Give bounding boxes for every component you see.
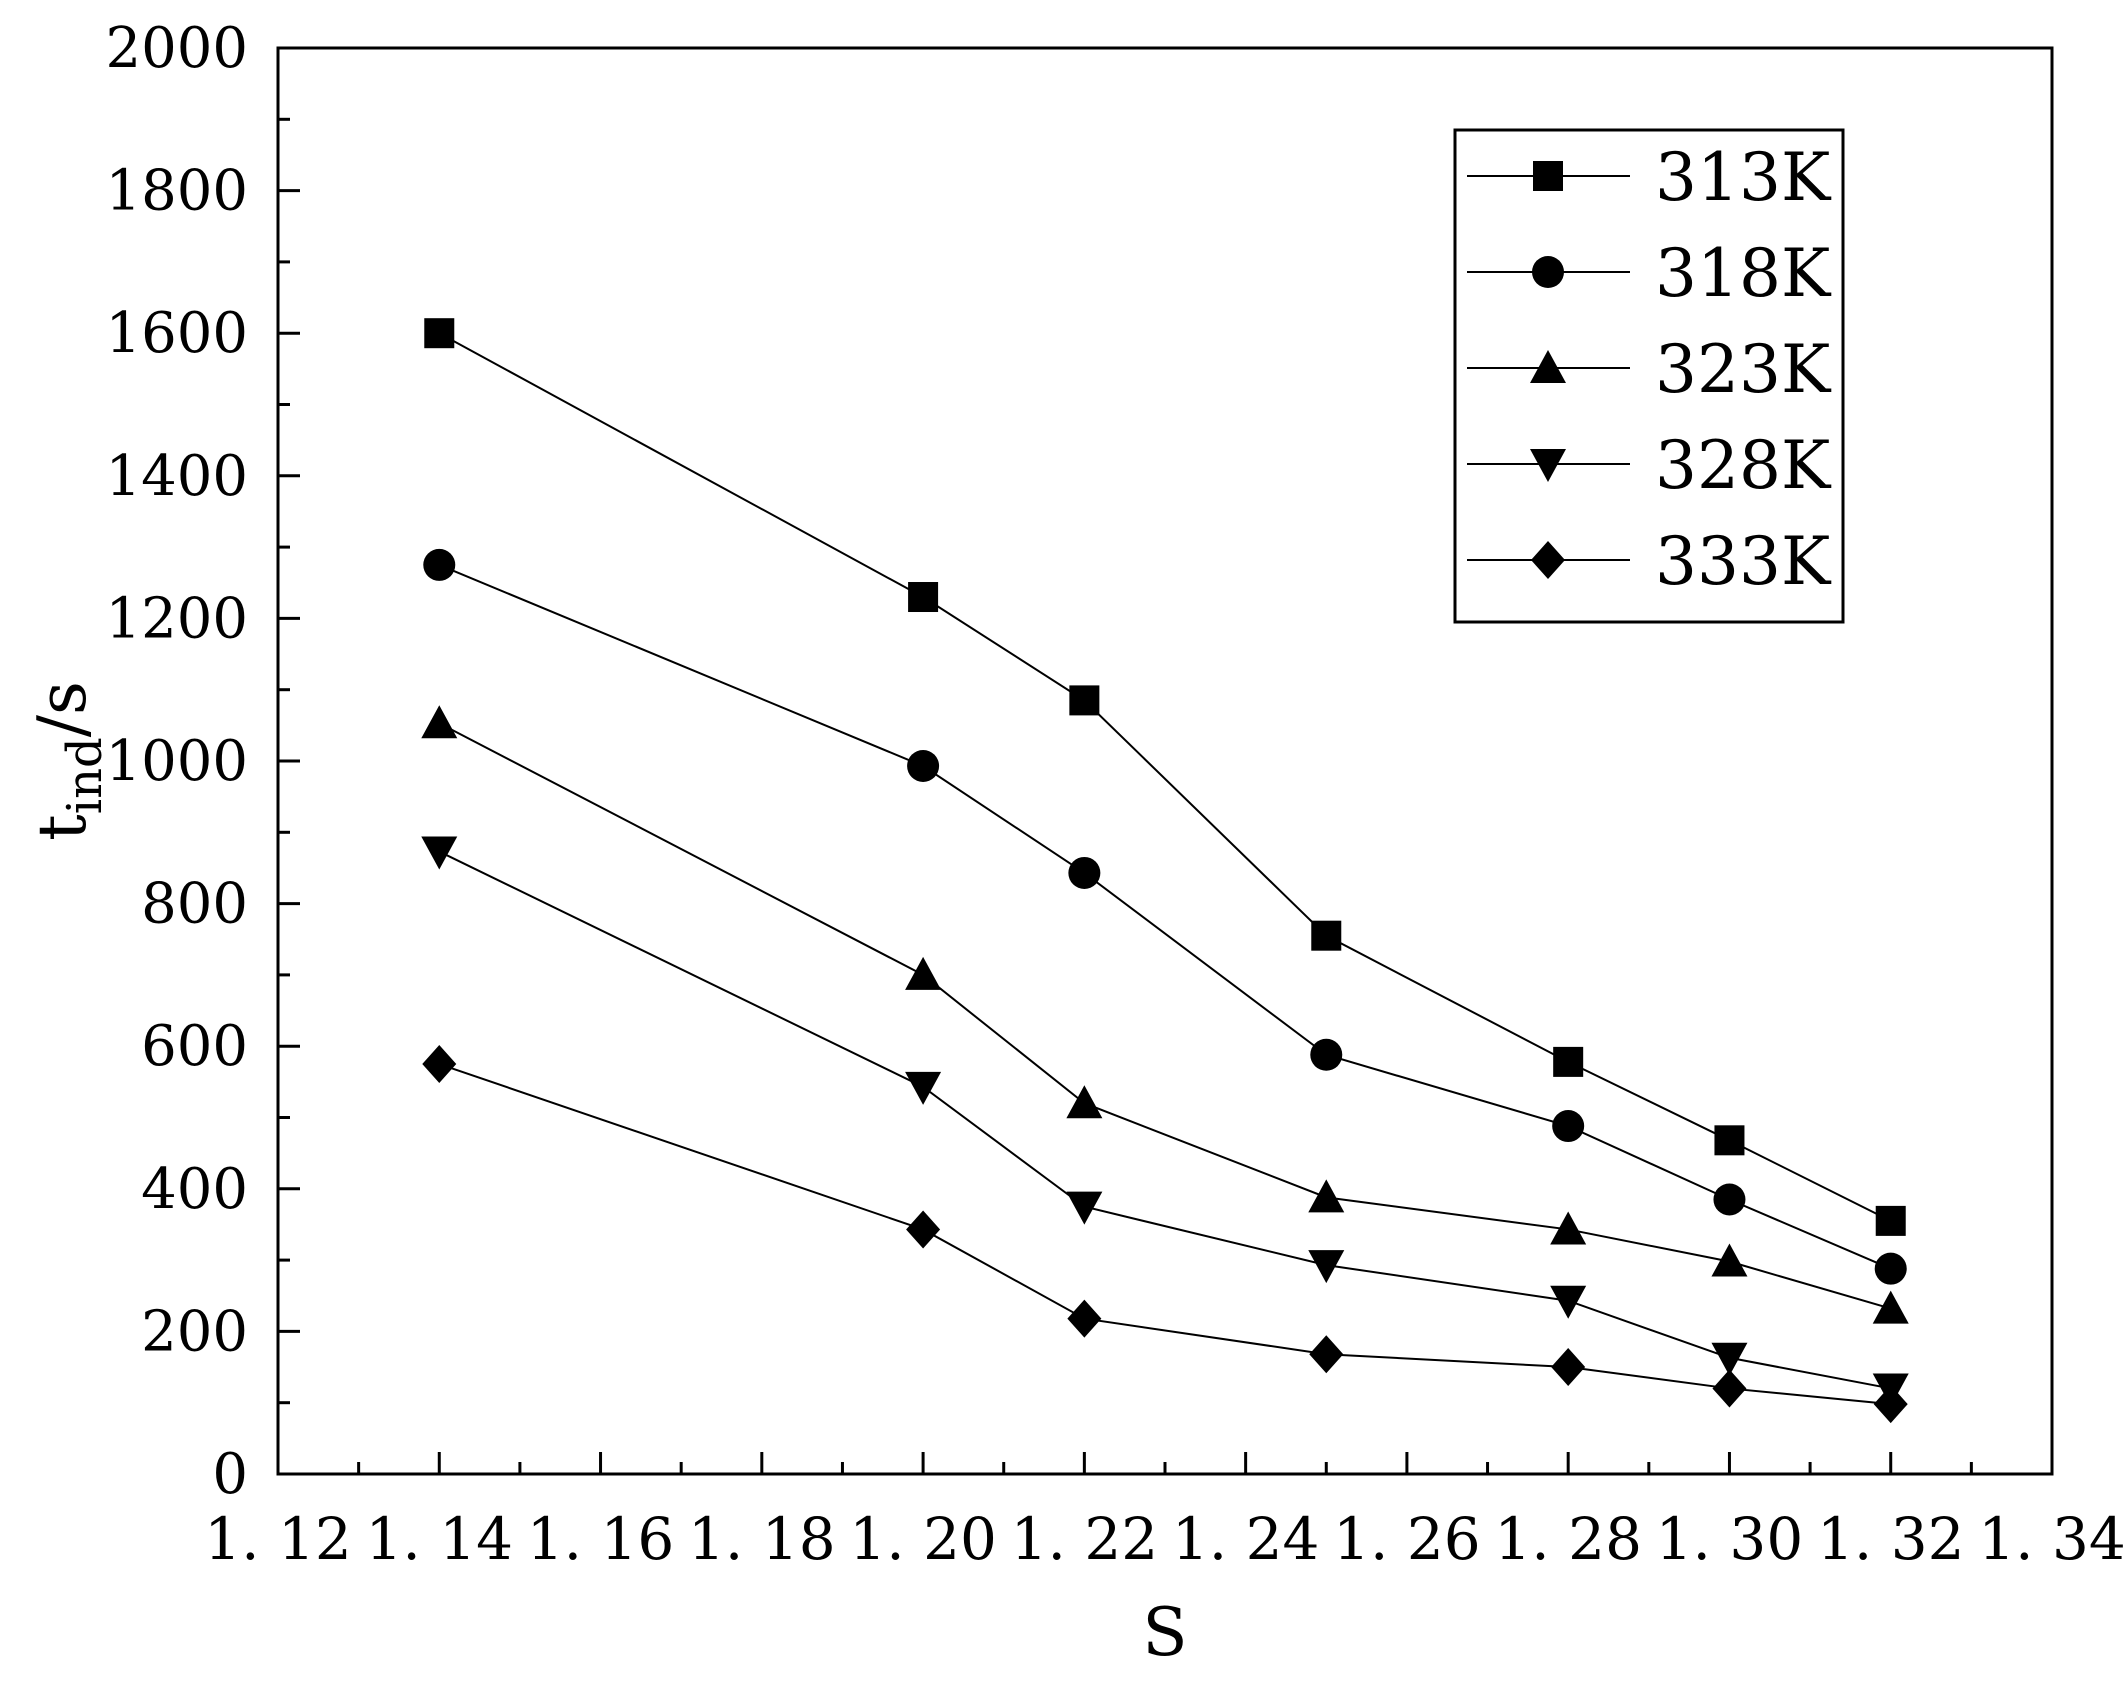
data-point-333K bbox=[1873, 1385, 1908, 1424]
data-point-323K bbox=[421, 705, 458, 739]
data-point-333K bbox=[1067, 1299, 1102, 1338]
legend-item-333K: 333K bbox=[1467, 523, 1832, 600]
legend-label: 313K bbox=[1655, 139, 1832, 216]
series-328K bbox=[421, 836, 1909, 1407]
data-point-323K bbox=[1872, 1290, 1909, 1324]
data-point-318K bbox=[1068, 856, 1101, 889]
data-point-328K bbox=[1711, 1342, 1748, 1376]
data-point-318K bbox=[907, 749, 940, 782]
y-tick-label: 1800 bbox=[105, 159, 248, 224]
data-point-323K bbox=[1308, 1179, 1345, 1213]
x-tick-label: 1. 26 bbox=[1333, 1505, 1481, 1573]
data-point-318K bbox=[1874, 1252, 1907, 1285]
legend-item-313K: 313K bbox=[1467, 139, 1832, 216]
y-tick-label: 0 bbox=[212, 1442, 248, 1507]
y-tick-label: 600 bbox=[141, 1014, 248, 1079]
y-axis-label-suffix: /s bbox=[24, 681, 101, 737]
series-323K bbox=[421, 705, 1909, 1324]
legend-item-318K: 318K bbox=[1467, 235, 1832, 312]
data-point-328K bbox=[1550, 1285, 1587, 1319]
series-333K bbox=[422, 1045, 1908, 1424]
legend-marker bbox=[1530, 350, 1566, 383]
data-point-333K bbox=[1309, 1335, 1344, 1374]
legend-marker bbox=[1533, 161, 1563, 191]
x-tick-label: 1. 34 bbox=[1978, 1505, 2124, 1573]
data-point-313K bbox=[1553, 1046, 1584, 1077]
data-point-333K bbox=[1712, 1369, 1747, 1408]
legend-marker bbox=[1532, 256, 1564, 288]
data-point-328K bbox=[905, 1071, 942, 1105]
data-point-318K bbox=[1552, 1110, 1585, 1143]
data-point-323K bbox=[1066, 1085, 1103, 1119]
axes: 1. 12 1. 14 1. 16 1. 18 1. 20 1. 22 1. 24 1. 26… bbox=[24, 16, 2124, 1671]
legend-item-323K: 323K bbox=[1467, 331, 1832, 408]
data-point-333K bbox=[1551, 1348, 1586, 1387]
data-point-333K bbox=[422, 1045, 457, 1084]
series-318K bbox=[423, 548, 1907, 1285]
y-axis-label: tind/s bbox=[24, 681, 113, 841]
series-line-318K bbox=[438, 564, 1892, 1270]
series-line-333K bbox=[438, 1063, 1891, 1406]
x-tick-label: 1. 14 bbox=[365, 1505, 513, 1573]
legend-label: 323K bbox=[1655, 331, 1832, 408]
data-point-328K bbox=[1308, 1250, 1345, 1284]
data-point-328K bbox=[1066, 1191, 1103, 1225]
data-point-318K bbox=[1713, 1183, 1746, 1216]
x-tick-label: 1. 28 bbox=[1494, 1505, 1642, 1573]
data-point-313K bbox=[424, 318, 455, 349]
data-point-323K bbox=[1550, 1211, 1587, 1245]
legend: 313K 318K 323K 328K 333K bbox=[1453, 128, 1845, 624]
y-tick-label: 400 bbox=[141, 1157, 248, 1222]
data-point-313K bbox=[1311, 920, 1342, 951]
legend-label: 328K bbox=[1655, 427, 1832, 504]
data-point-333K bbox=[906, 1210, 941, 1249]
x-tick-label: 1. 30 bbox=[1656, 1505, 1804, 1573]
y-tick-label: 1200 bbox=[105, 586, 248, 651]
y-tick-label: 2000 bbox=[105, 16, 248, 81]
data-point-313K bbox=[908, 582, 939, 613]
y-tick-label: 1400 bbox=[105, 444, 248, 509]
y-tick-label: 1000 bbox=[105, 729, 248, 794]
data-point-313K bbox=[1875, 1205, 1906, 1236]
series-group bbox=[421, 318, 1909, 1424]
legend-label: 333K bbox=[1655, 523, 1832, 600]
y-axis-label-subscript: ind bbox=[57, 737, 113, 814]
legend-label: 318K bbox=[1655, 235, 1832, 312]
legend-marker bbox=[1531, 541, 1565, 579]
x-tick-label: 1. 16 bbox=[527, 1505, 675, 1573]
data-point-323K bbox=[905, 956, 942, 990]
x-tick-label: 1. 20 bbox=[849, 1505, 997, 1573]
data-point-313K bbox=[1069, 685, 1100, 716]
data-point-313K bbox=[1714, 1125, 1745, 1156]
data-point-328K bbox=[421, 836, 458, 870]
x-tick-label: 1. 32 bbox=[1817, 1505, 1965, 1573]
x-axis-label: S bbox=[1142, 1594, 1187, 1671]
y-tick-label: 1600 bbox=[105, 301, 248, 366]
series-line-328K bbox=[438, 850, 1891, 1390]
data-point-318K bbox=[423, 548, 456, 581]
series-313K bbox=[424, 318, 1906, 1236]
x-tick-label: 1. 18 bbox=[688, 1505, 836, 1573]
x-tick-label: 1. 22 bbox=[1011, 1505, 1159, 1573]
legend-marker bbox=[1530, 449, 1566, 482]
legend-box bbox=[1453, 128, 1845, 624]
data-point-318K bbox=[1310, 1038, 1343, 1071]
y-axis-label-main: t bbox=[24, 814, 101, 841]
data-point-323K bbox=[1711, 1243, 1748, 1277]
legend-item-328K: 328K bbox=[1467, 427, 1832, 504]
series-line-323K bbox=[438, 722, 1892, 1310]
x-tick-label: 1. 24 bbox=[1172, 1505, 1320, 1573]
y-tick-label: 200 bbox=[141, 1299, 248, 1364]
x-tick-label: 1. 12 bbox=[204, 1505, 352, 1573]
y-tick-label: 800 bbox=[141, 872, 248, 937]
